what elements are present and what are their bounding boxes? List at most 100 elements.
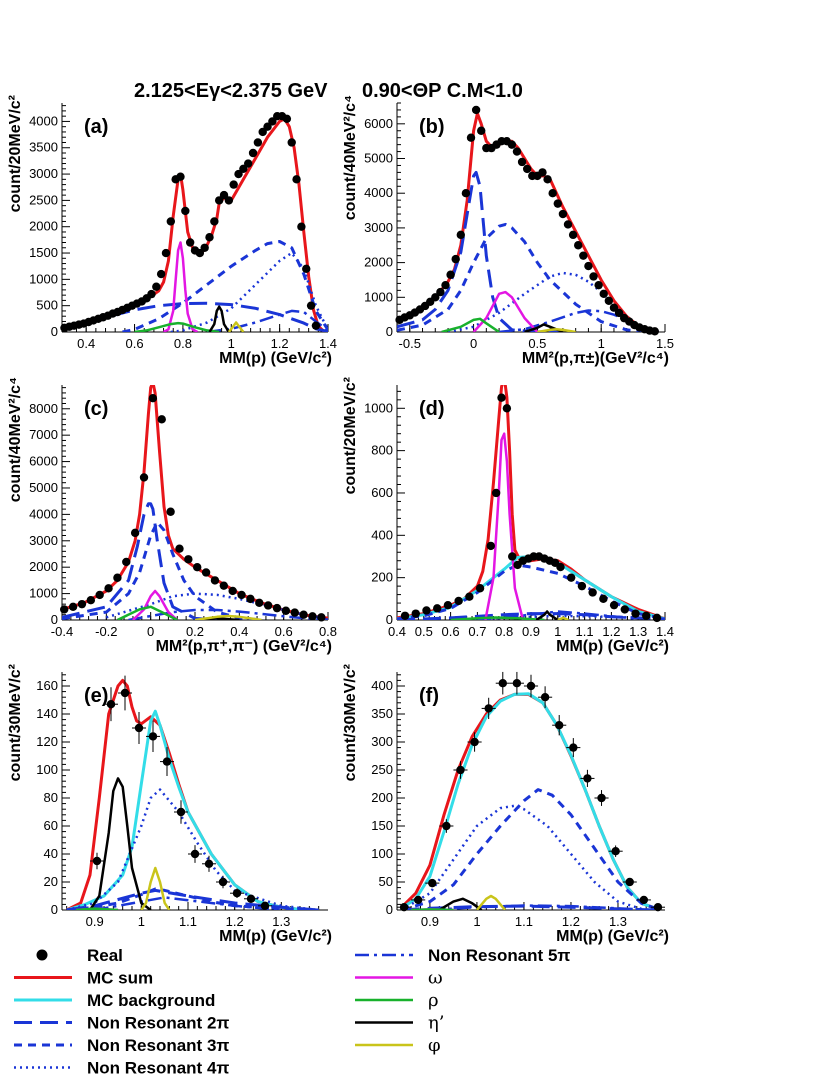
legend-entry-: ω (355, 968, 443, 989)
y-tick-label: 1000 (29, 271, 58, 286)
series-non-resonant-4 (401, 804, 642, 910)
y-tick-label: 140 (36, 706, 58, 721)
series-non-resonant-2 (62, 301, 328, 332)
data-point (631, 609, 640, 618)
y-tick-label: 4000 (29, 506, 58, 521)
x-tick-label: 0.4 (230, 624, 248, 639)
data-point (650, 327, 659, 336)
x-tick-label: 1.4 (319, 336, 337, 351)
data-point (139, 473, 149, 482)
data-point (470, 737, 479, 747)
data-point (540, 693, 550, 702)
data-point (190, 849, 200, 859)
y-tick-label: 100 (36, 762, 58, 777)
y-axis-title: count/30MeV/c² (342, 664, 359, 781)
y-axis-title: count/30MeV/c² (7, 664, 24, 781)
legend-label: φ (428, 1035, 441, 1056)
data-point (441, 280, 450, 290)
x-tick-label: 1 (138, 914, 145, 929)
series-non-resonant-3 (66, 887, 319, 910)
data-point (219, 581, 229, 590)
legend-label: ρ (428, 990, 439, 1011)
data-point (639, 895, 649, 905)
x-tick-label: 0 (470, 336, 477, 351)
y-axis-title: count/20MeV/c² (7, 95, 24, 212)
data-point (263, 601, 273, 610)
data-point (130, 528, 140, 538)
panel-b: 0 1000 2000 3000 4000 5000 6000 -0.5 0 0.5 1 1.5 (b)… (342, 95, 674, 367)
y-tick-label: 3000 (29, 166, 58, 181)
x-tick-label: 0.8 (495, 624, 513, 639)
legend-entry-real: Real (36, 946, 123, 965)
x-tick-label: 0.6 (442, 624, 460, 639)
real-data (60, 394, 326, 622)
data-point (229, 180, 238, 189)
data-point (193, 562, 202, 572)
data-point (594, 280, 603, 290)
data-point (436, 287, 445, 297)
data-point (642, 611, 651, 620)
legend-entry-mc-sum: MC sum (14, 969, 153, 988)
series- (88, 777, 152, 910)
data-point (569, 743, 578, 752)
data-point (584, 261, 593, 271)
data-point (161, 248, 171, 258)
data-point (599, 289, 608, 299)
data-point (232, 889, 242, 898)
series-non-resonant-3 (122, 240, 328, 332)
data-point (451, 254, 460, 264)
data-point (147, 289, 156, 299)
series- (472, 290, 539, 332)
data-point (282, 114, 292, 123)
y-tick-label: 600 (371, 485, 393, 500)
series-non-resonant-3 (62, 520, 262, 620)
series- (134, 321, 220, 332)
panel-label: (a) (84, 116, 108, 138)
data-point (134, 723, 144, 733)
y-tick-label: 3000 (29, 533, 58, 548)
x-tick-label: 1 (554, 624, 561, 639)
legend-entry-: ρ (355, 990, 439, 1011)
x-tick-label: 0.8 (319, 624, 337, 639)
series- (208, 305, 230, 332)
x-tick-label: 1.5 (656, 336, 674, 351)
x-axis-title: MM²(p,π⁺,π⁻) (GeV²/c⁴) (156, 638, 332, 655)
data-point (491, 488, 501, 498)
data-point (538, 168, 547, 177)
x-axis-title: MM(p) (GeV/c²) (556, 638, 669, 655)
series-non-resonant-4 (170, 251, 328, 332)
series- (75, 907, 119, 910)
data-point (609, 600, 619, 610)
series- (475, 894, 507, 910)
legend-entry-: η’ (355, 1013, 445, 1034)
data-point (548, 189, 557, 198)
data-point (290, 608, 299, 617)
series- (535, 610, 559, 620)
data-point (431, 293, 440, 302)
y-tick-label: 800 (371, 443, 393, 458)
data-point (556, 562, 565, 572)
data-point (281, 606, 291, 615)
y-tick-label: 3500 (29, 140, 58, 155)
data-point (555, 721, 564, 730)
x-tick-label: 0.9 (86, 914, 104, 929)
x-tick-label: 1.2 (602, 624, 620, 639)
data-point (609, 303, 619, 312)
data-point (498, 679, 507, 688)
data-point (443, 600, 453, 610)
real-data (90, 675, 272, 910)
y-axis-title: count/20MeV/c² (342, 377, 359, 494)
data-point (454, 596, 463, 606)
x-tick-label: 1 (473, 914, 480, 929)
x-tick-label: 1.2 (271, 336, 289, 351)
y-tick-label: 5000 (364, 151, 393, 166)
data-point (579, 251, 588, 260)
x-tick-label: 0.4 (77, 336, 95, 351)
y-tick-label: 20 (44, 874, 58, 889)
panel-label: (f) (419, 685, 439, 707)
series- (194, 614, 262, 620)
data-point (446, 270, 455, 279)
data-point (68, 602, 78, 611)
y-tick-label: 1000 (364, 289, 393, 304)
x-tick-label: -0.5 (399, 336, 421, 351)
